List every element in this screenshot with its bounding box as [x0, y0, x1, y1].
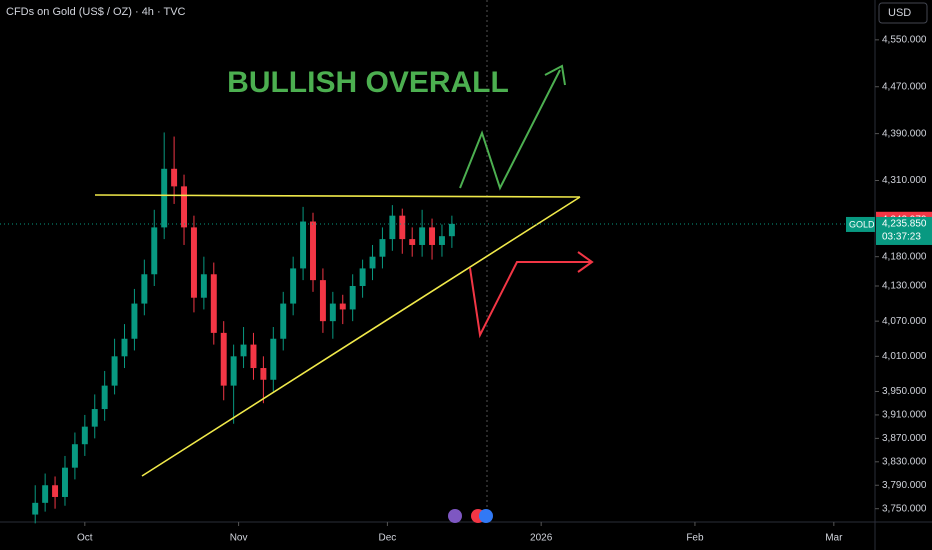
candle-body [91, 409, 98, 427]
y-tick-label: 3,790.000 [882, 480, 927, 491]
y-tick-label: 4,550.000 [882, 34, 927, 45]
candle-body [369, 256, 376, 269]
last-price-tag [876, 216, 932, 245]
candle-body [448, 223, 455, 237]
y-tick-label: 3,870.000 [882, 433, 927, 444]
candle-body [42, 485, 49, 503]
candle-body [250, 344, 257, 369]
bullish-arrowhead [544, 64, 566, 86]
event-icon[interactable] [448, 509, 462, 523]
candle-body [339, 303, 346, 310]
candle-body [409, 239, 416, 245]
y-tick-label: 4,310.000 [882, 175, 927, 186]
x-tick-label: Dec [379, 533, 397, 544]
candle-body [260, 368, 267, 380]
candle-body [280, 303, 287, 339]
y-tick-label: 4,470.000 [882, 81, 927, 92]
currency-button[interactable] [878, 2, 928, 24]
candle-body [131, 303, 138, 339]
y-tick-label: 3,750.000 [882, 503, 927, 514]
candle-body [210, 274, 217, 333]
candle-body [71, 444, 78, 468]
candle-body [240, 344, 247, 357]
candles [32, 132, 455, 524]
candle-body [429, 227, 436, 245]
last-price-label: 4,235.850 [882, 219, 927, 230]
x-tick-label: Feb [686, 533, 704, 544]
candle-body [32, 502, 39, 515]
candle-body [151, 227, 158, 275]
candle-body [310, 221, 316, 281]
bearish-arrow [469, 261, 590, 339]
x-tick-label: 2026 [530, 533, 553, 544]
currency-label[interactable]: USD [888, 7, 911, 19]
candle-body [81, 426, 88, 445]
candle-body [52, 485, 59, 497]
y-tick-label: 3,830.000 [882, 456, 927, 467]
y-tick-label: 3,910.000 [882, 410, 927, 421]
chart-title: CFDs on Gold (US$ / OZ) · 4h · TVC [6, 6, 186, 18]
candle-body [62, 467, 68, 497]
candle-body [270, 338, 277, 380]
candle-body [220, 332, 227, 386]
candle-body [359, 268, 366, 286]
bullish-arrow [459, 69, 561, 191]
candle-body [329, 303, 336, 322]
candle-body [379, 239, 386, 257]
candle-body [319, 280, 326, 322]
candle-body [121, 338, 128, 357]
x-tick-label: Nov [230, 533, 248, 544]
countdown: 03:37:23 [882, 232, 921, 243]
flag-icon[interactable] [479, 509, 493, 523]
candle-body [200, 274, 207, 298]
candle-body [101, 385, 108, 410]
candle-body [399, 215, 406, 240]
candle-body [111, 356, 118, 386]
y-tick-label: 4,010.000 [882, 351, 927, 362]
annotation: BULLISH OVERALL [227, 66, 509, 99]
candle-body [190, 227, 197, 298]
y-tick-label: 3,950.000 [882, 386, 927, 397]
candle-body [181, 186, 188, 228]
candle-body [438, 236, 445, 245]
candle-body [300, 221, 307, 269]
y-tick-label: 4,180.000 [882, 251, 927, 262]
bearish-arrowhead [577, 251, 594, 273]
candle-body [230, 356, 237, 386]
candle-body [349, 285, 356, 310]
candle-body [161, 168, 168, 228]
candle-body [290, 268, 297, 304]
candle-body [141, 274, 148, 304]
y-tick-label: 4,390.000 [882, 128, 927, 139]
candle-body [419, 227, 426, 245]
candle-body [389, 215, 396, 240]
x-tick-label: Mar [825, 533, 843, 544]
candle-body [171, 168, 178, 187]
symbol-tag [846, 216, 875, 232]
y-tick-label: 4,130.000 [882, 281, 927, 292]
resistance-line [94, 194, 581, 198]
x-tick-label: Oct [77, 533, 93, 544]
support-line [141, 196, 581, 477]
symbol-label: GOLD [849, 219, 875, 229]
y-tick-label: 4,070.000 [882, 316, 927, 327]
